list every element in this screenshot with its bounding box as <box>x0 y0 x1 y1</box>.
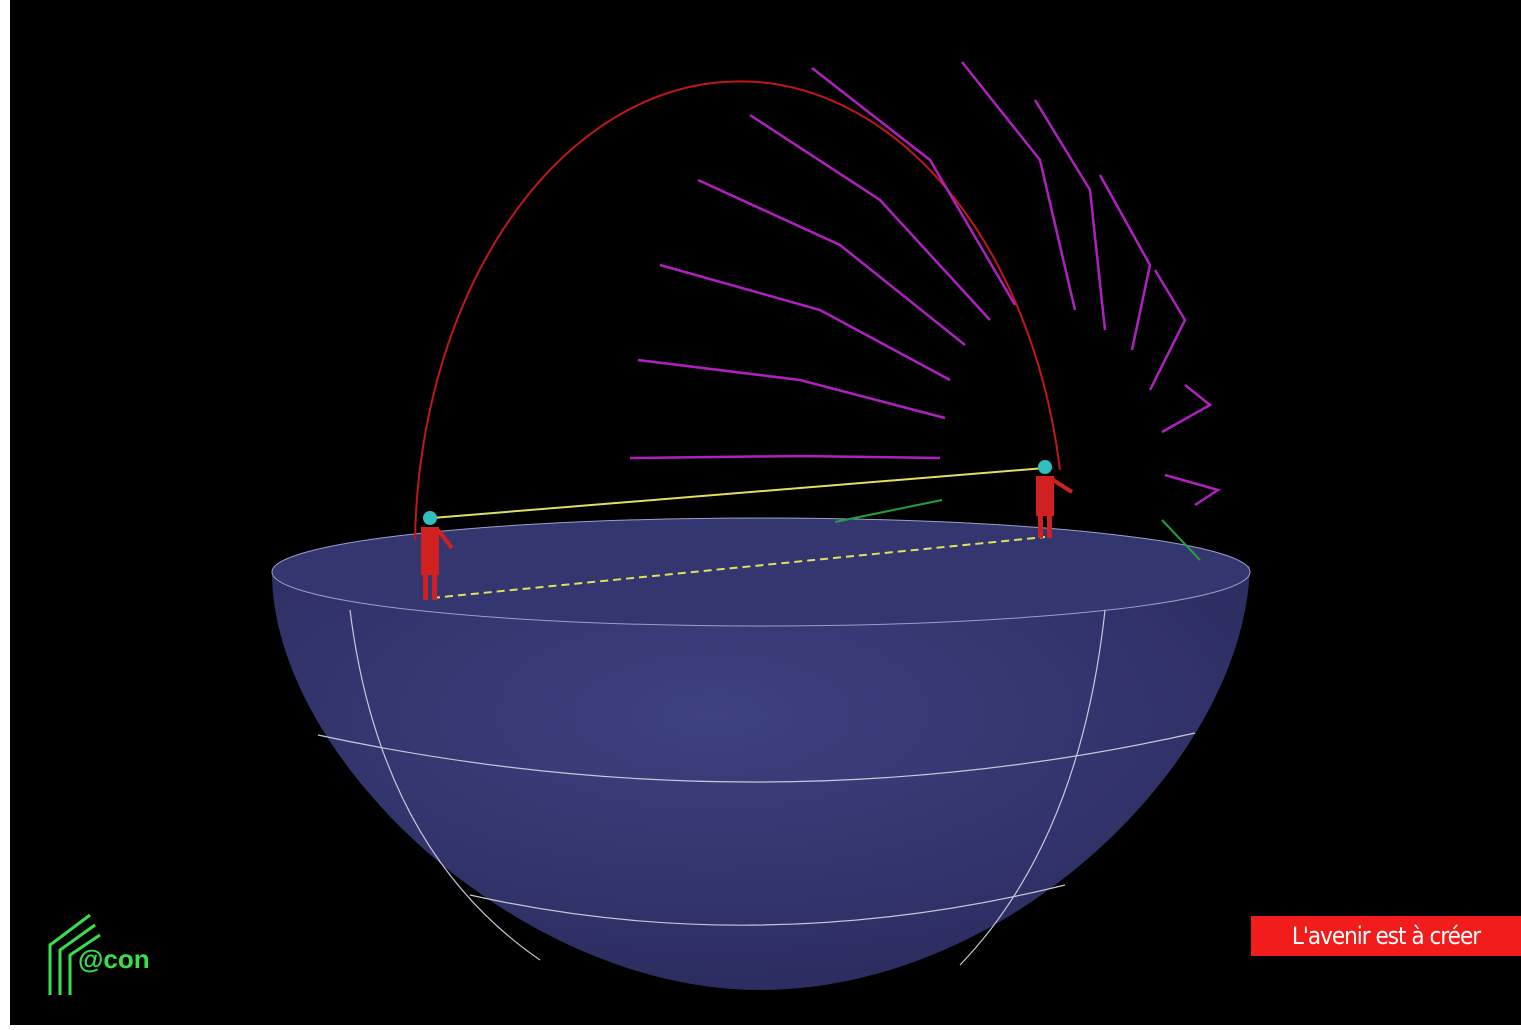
bowl-rim <box>271 517 1251 627</box>
logo-mark <box>48 913 101 995</box>
grid <box>317 609 1196 966</box>
ground-line <box>431 536 1046 599</box>
banner: L'avenir est à créer <box>1251 916 1521 956</box>
bowl <box>272 566 1250 990</box>
person-left <box>421 511 454 600</box>
rays <box>629 61 1221 507</box>
person-right <box>1036 460 1074 538</box>
sight-line <box>431 467 1046 519</box>
green-line <box>1161 519 1201 561</box>
logo: @con <box>78 944 150 974</box>
red-arc <box>414 80 1061 541</box>
green-line <box>834 499 943 523</box>
